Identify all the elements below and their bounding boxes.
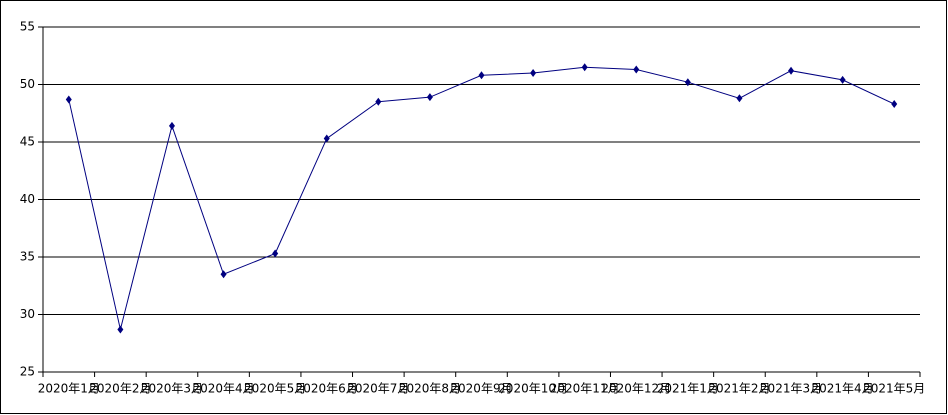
x-tick-label: 2020年4月 — [192, 382, 254, 396]
x-tick-label: 2020年7月 — [347, 382, 409, 396]
x-tick-label: 2021年3月 — [760, 382, 822, 396]
marker — [375, 97, 382, 106]
marker — [736, 94, 743, 103]
x-tick-label: 2021年5月 — [863, 382, 925, 396]
x-tick-label: 2020年6月 — [296, 382, 358, 396]
x-tick-label: 2020年9月 — [450, 382, 512, 396]
x-tick-label: 2021年2月 — [708, 382, 770, 396]
x-tick-label: 2020年2月 — [89, 382, 151, 396]
marker — [168, 121, 175, 130]
marker — [788, 66, 795, 75]
marker — [633, 65, 640, 74]
y-tick-label: 50 — [20, 77, 35, 91]
marker — [65, 95, 72, 104]
x-tick-label: 2020年11月 — [550, 382, 620, 396]
marker — [530, 69, 537, 77]
marker — [117, 325, 124, 334]
marker — [478, 71, 485, 80]
marker — [220, 270, 227, 279]
x-tick-label: 2020年3月 — [141, 382, 203, 396]
marker — [684, 78, 691, 87]
marker — [891, 100, 898, 109]
x-tick-label: 2020年10月 — [498, 382, 568, 396]
x-tick-label: 2021年4月 — [812, 382, 874, 396]
marker — [426, 93, 433, 102]
y-tick-label: 55 — [20, 20, 35, 34]
x-tick-label: 2020年1月 — [38, 382, 100, 396]
marker — [839, 75, 846, 84]
x-tick-label: 2020年5月 — [244, 382, 306, 396]
marker — [581, 63, 588, 72]
y-tick-label: 30 — [20, 307, 35, 321]
x-tick-label: 2020年8月 — [399, 382, 461, 396]
marker — [323, 134, 330, 143]
x-tick-label: 2020年12月 — [601, 382, 671, 396]
y-tick-label: 25 — [20, 365, 35, 379]
y-tick-label: 45 — [20, 135, 35, 149]
x-tick-label: 2021年1月 — [657, 382, 719, 396]
marker — [272, 249, 279, 258]
y-tick-label: 40 — [20, 192, 35, 206]
y-tick-label: 35 — [20, 250, 35, 264]
